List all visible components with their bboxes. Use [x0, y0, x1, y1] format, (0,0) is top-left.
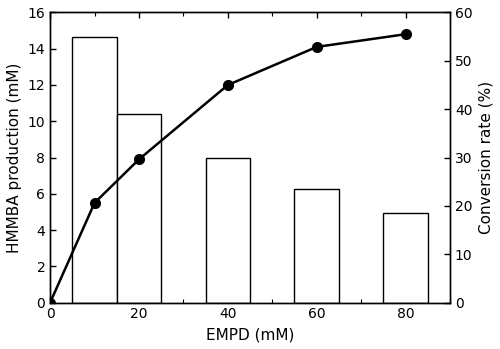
Y-axis label: HMMBA production (mM): HMMBA production (mM) — [7, 62, 22, 253]
Bar — [294, 189, 339, 303]
Bar — [206, 157, 250, 303]
X-axis label: EMPD (mM): EMPD (mM) — [206, 327, 294, 342]
Bar — [72, 37, 117, 303]
Bar — [384, 213, 428, 303]
Bar — [117, 114, 161, 303]
Y-axis label: Conversion rate (%): Conversion rate (%) — [478, 81, 493, 234]
